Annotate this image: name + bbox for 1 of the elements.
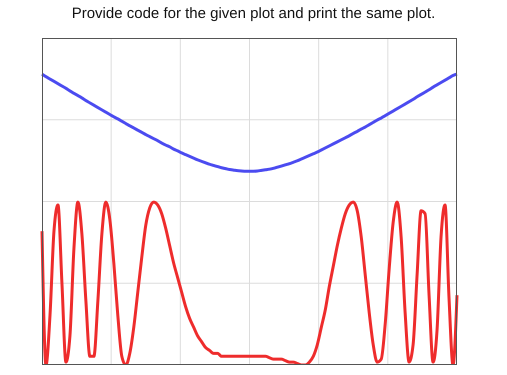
chart-title: Provide code for the given plot and print the same plot.	[70, 5, 436, 22]
